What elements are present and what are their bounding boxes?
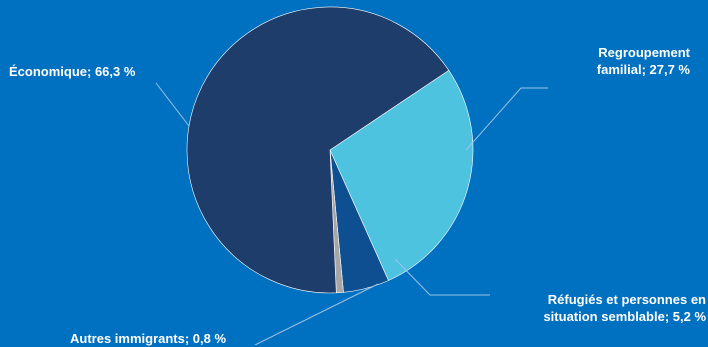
label-refugies: Réfugiés et personnes en situation sembl… xyxy=(496,291,706,325)
leader-autres xyxy=(254,283,379,345)
slice-economique xyxy=(186,6,450,294)
label-regroupement-line1: Regroupement xyxy=(598,45,690,60)
slice-regroupement xyxy=(329,69,474,281)
leader-regroupement xyxy=(465,87,548,151)
label-autres: Autres immigrants; 0,8 % xyxy=(70,330,226,347)
label-economique: Économique; 66,3 % xyxy=(9,63,135,80)
leader-refugies xyxy=(394,258,490,296)
leader-economique xyxy=(155,82,190,127)
label-refugies-line2: situation semblable; 5,2 % xyxy=(543,309,706,324)
label-refugies-line1: Réfugiés et personnes en xyxy=(547,292,706,307)
label-regroupement: Regroupement familial; 27,7 % xyxy=(556,44,690,78)
label-economique-text: Économique; 66,3 % xyxy=(9,64,136,79)
label-autres-text: Autres immigrants; 0,8 % xyxy=(70,331,227,346)
label-regroupement-line2: familial; 27,7 % xyxy=(596,62,690,77)
